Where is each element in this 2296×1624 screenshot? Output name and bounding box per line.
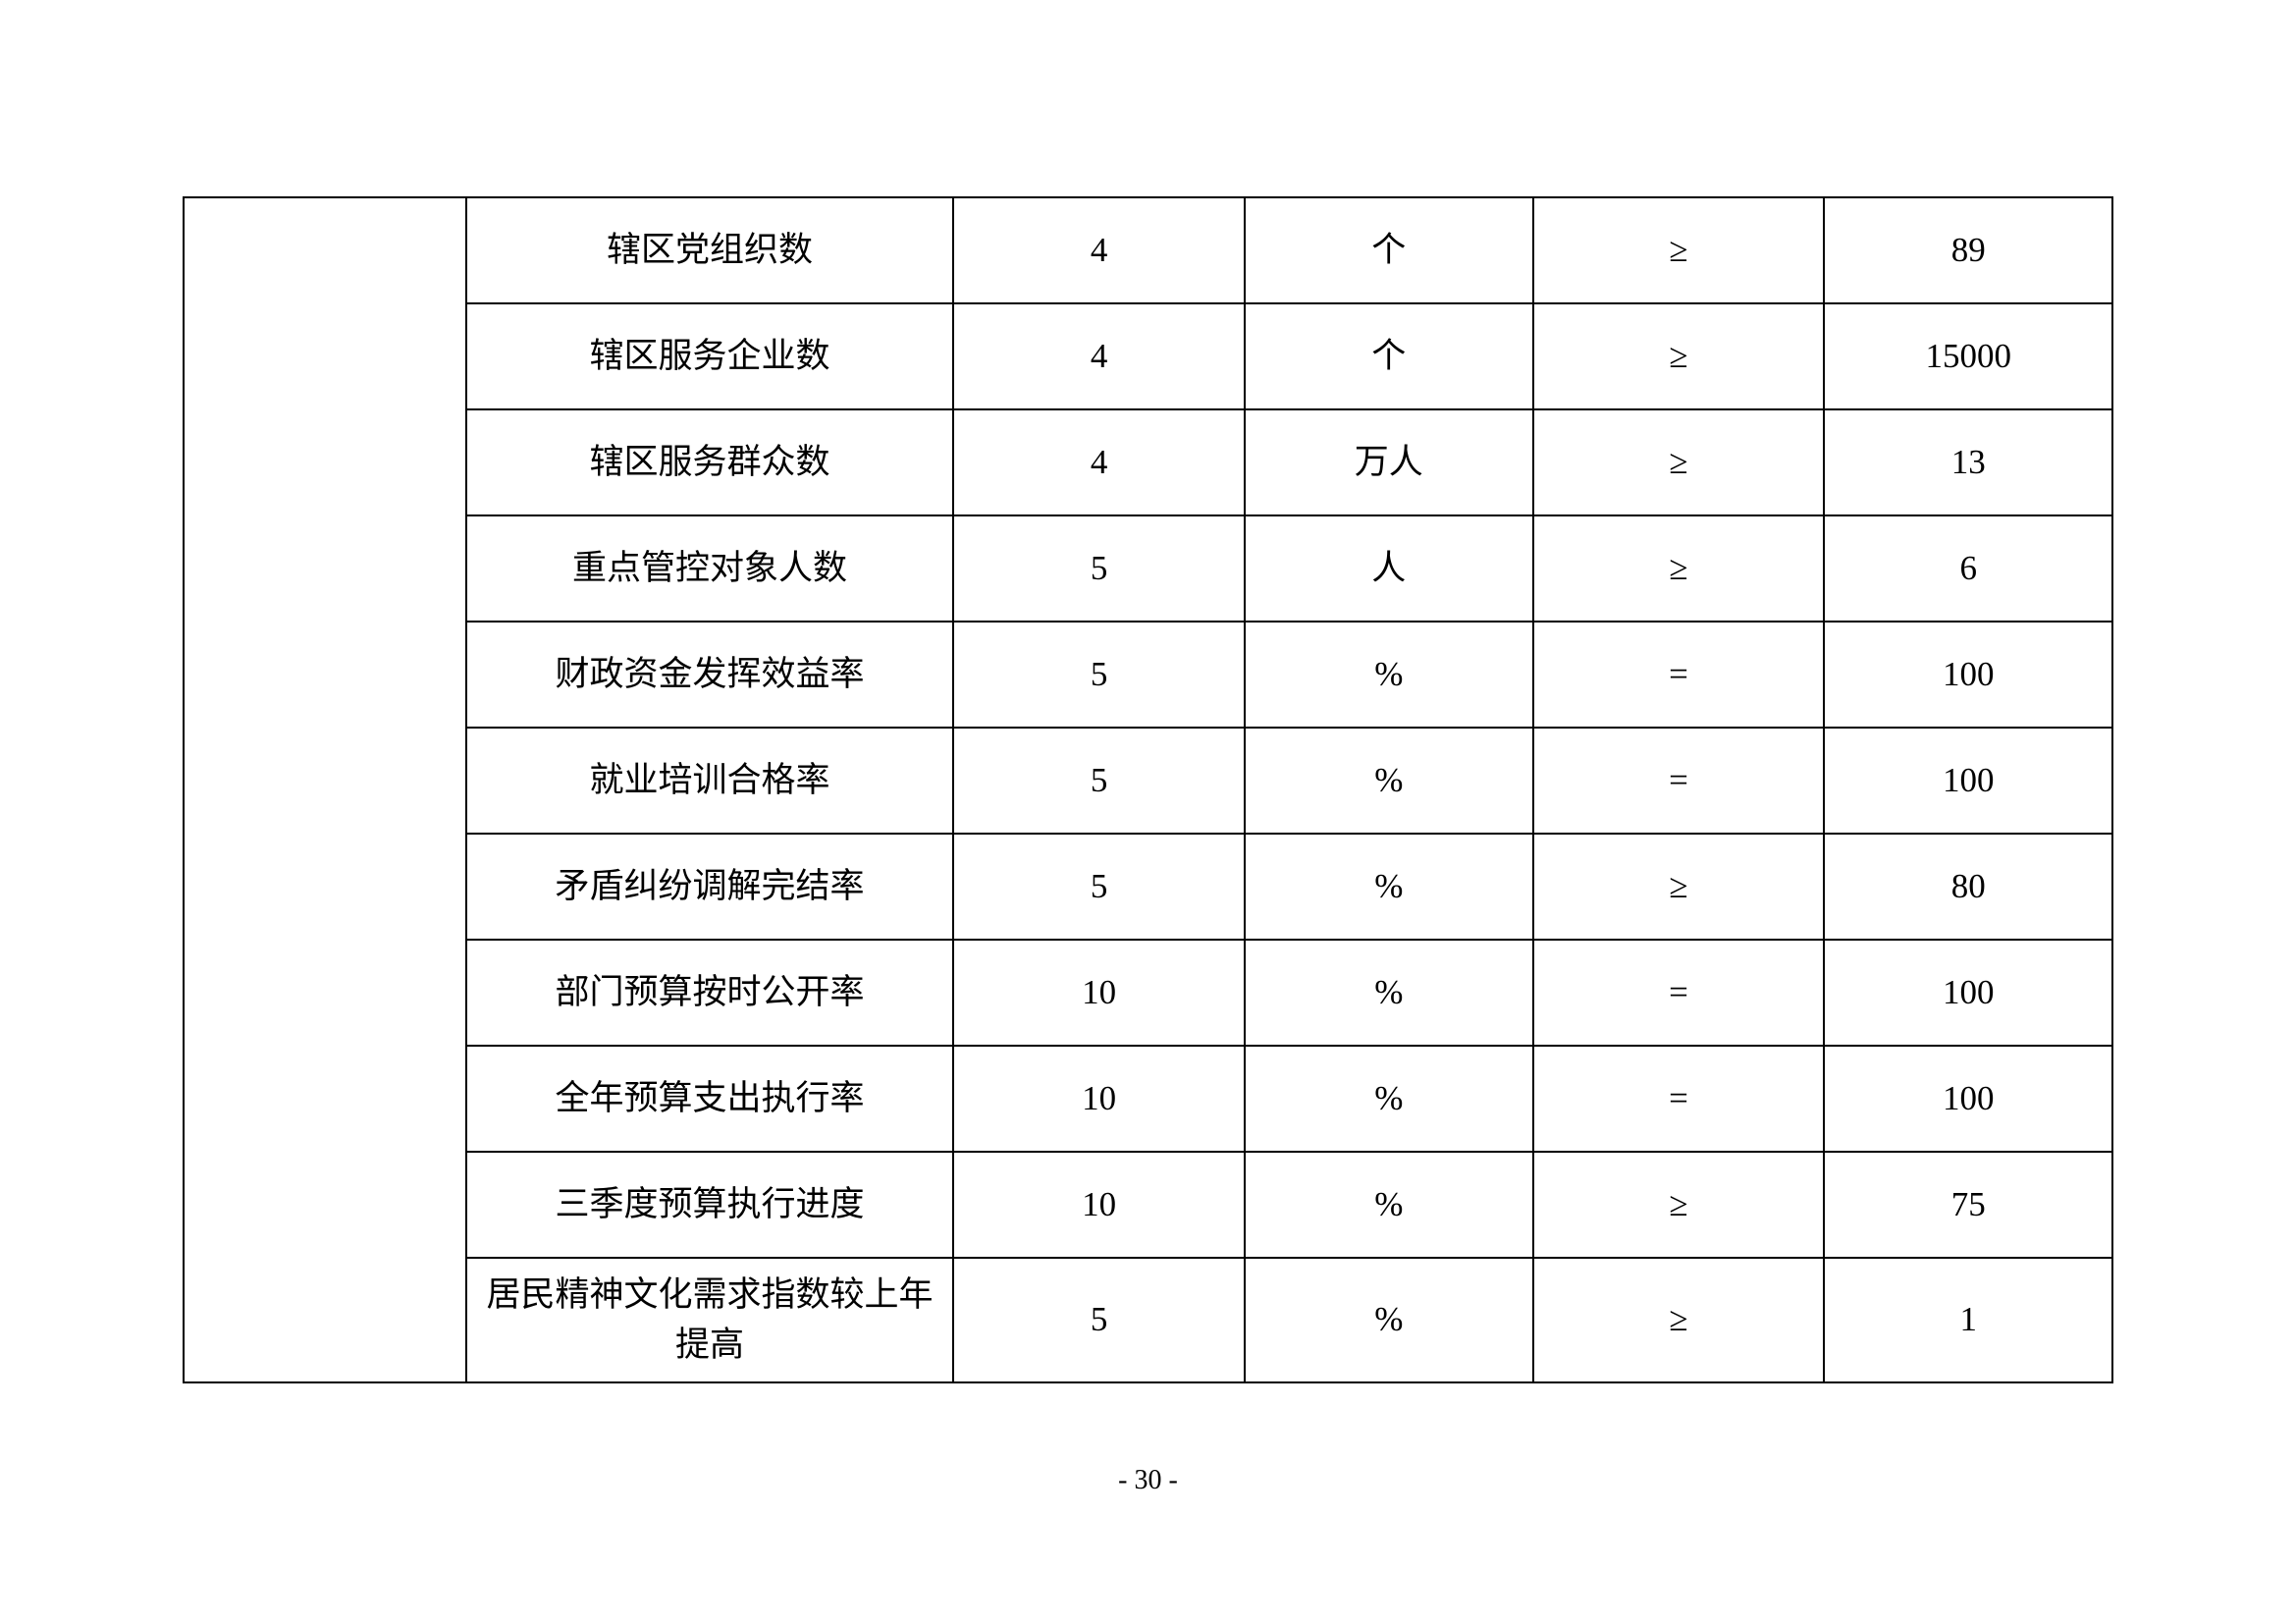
target-value-cell: 100: [1823, 939, 2113, 1047]
operator-cell: ≥: [1531, 1257, 1826, 1383]
table-row: 财政资金发挥效益率 5 % = 100: [184, 621, 2113, 729]
target-value-cell: 100: [1823, 727, 2113, 835]
target-value-cell: 13: [1823, 408, 2113, 516]
indicator-name-cell: 重点管控对象人数: [464, 514, 955, 623]
target-value-cell: 80: [1823, 833, 2113, 941]
table-row: 矛盾纠纷调解完结率 5 % ≥ 80: [184, 833, 2113, 941]
table-row: 部门预算按时公开率 10 % = 100: [184, 939, 2113, 1047]
score-cell: 10: [952, 1151, 1246, 1259]
target-value-cell: 15000: [1823, 302, 2113, 410]
page-number: - 30 -: [1118, 1465, 1178, 1495]
unit-cell: 个: [1243, 196, 1534, 304]
indicator-name-cell: 辖区党组织数: [464, 196, 955, 304]
unit-cell: %: [1243, 833, 1534, 941]
operator-cell: ≥: [1531, 302, 1826, 410]
score-cell: 10: [952, 1045, 1246, 1153]
table-row: 辖区服务企业数 4 个 ≥ 15000: [184, 302, 2113, 410]
budget-performance-indicator-table: 辖区党组织数 4 个 ≥ 89 辖区服务企业数 4 个 ≥ 15000 辖区服务…: [183, 196, 2113, 1383]
unit-cell: 人: [1243, 514, 1534, 623]
indicator-name-cell: 部门预算按时公开率: [464, 939, 955, 1047]
unit-cell: %: [1243, 1151, 1534, 1259]
score-cell: 5: [952, 833, 1246, 941]
operator-cell: ≥: [1531, 833, 1826, 941]
target-value-cell: 75: [1823, 1151, 2113, 1259]
unit-cell: %: [1243, 1257, 1534, 1383]
operator-cell: =: [1531, 939, 1826, 1047]
indicator-name-cell: 就业培训合格率: [464, 727, 955, 835]
indicator-name-cell: 辖区服务企业数: [464, 302, 955, 410]
target-value-cell: 100: [1823, 1045, 2113, 1153]
score-cell: 5: [952, 621, 1246, 729]
target-value-cell: 6: [1823, 514, 2113, 623]
unit-cell: 个: [1243, 302, 1534, 410]
score-cell: 4: [952, 408, 1246, 516]
indicator-name-cell: 矛盾纠纷调解完结率: [464, 833, 955, 941]
table-row: 辖区服务群众数 4 万人 ≥ 13: [184, 408, 2113, 516]
operator-cell: =: [1531, 727, 1826, 835]
indicator-name-cell: 三季度预算执行进度: [464, 1151, 955, 1259]
table-row: 三季度预算执行进度 10 % ≥ 75: [184, 1151, 2113, 1259]
operator-cell: =: [1531, 621, 1826, 729]
indicator-name-cell: 辖区服务群众数: [464, 408, 955, 516]
operator-cell: ≥: [1531, 196, 1826, 304]
table-row: 就业培训合格率 5 % = 100: [184, 727, 2113, 835]
table-row: 辖区党组织数 4 个 ≥ 89: [183, 196, 2113, 1383]
score-cell: 5: [952, 727, 1246, 835]
unit-cell: %: [1243, 727, 1534, 835]
operator-cell: ≥: [1531, 408, 1826, 516]
table-row: 居民精神文化需求指数较上年提高 5 % ≥ 1: [184, 1257, 2113, 1383]
score-cell: 5: [952, 1257, 1246, 1383]
merged-category-cell: [183, 196, 467, 1383]
unit-cell: %: [1243, 939, 1534, 1047]
score-cell: 4: [952, 196, 1246, 304]
indicator-name-cell: 财政资金发挥效益率: [464, 621, 955, 729]
indicator-table-container: 辖区党组织数 4 个 ≥ 89 辖区服务企业数 4 个 ≥ 15000 辖区服务…: [183, 196, 2113, 1383]
target-value-cell: 100: [1823, 621, 2113, 729]
operator-cell: ≥: [1531, 1151, 1826, 1259]
target-value-cell: 1: [1823, 1257, 2113, 1383]
indicator-name-cell: 居民精神文化需求指数较上年提高: [464, 1257, 955, 1383]
score-cell: 10: [952, 939, 1246, 1047]
unit-cell: %: [1243, 621, 1534, 729]
score-cell: 4: [952, 302, 1246, 410]
score-cell: 5: [952, 514, 1246, 623]
unit-cell: %: [1243, 1045, 1534, 1153]
operator-cell: ≥: [1531, 514, 1826, 623]
operator-cell: =: [1531, 1045, 1826, 1153]
table-row: 全年预算支出执行率 10 % = 100: [184, 1045, 2113, 1153]
target-value-cell: 89: [1823, 196, 2113, 304]
unit-cell: 万人: [1243, 408, 1534, 516]
indicator-name-cell: 全年预算支出执行率: [464, 1045, 955, 1153]
table-row: 重点管控对象人数 5 人 ≥ 6: [184, 514, 2113, 623]
